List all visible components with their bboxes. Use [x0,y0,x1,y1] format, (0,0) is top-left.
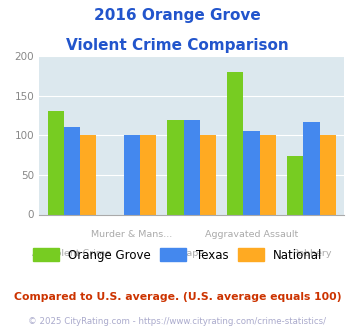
Bar [124,135,140,214]
Bar [227,72,244,215]
Text: All Violent Crime: All Violent Crime [32,249,111,258]
Bar [303,122,320,214]
Bar [287,156,303,214]
Bar [320,135,336,214]
Text: Robbery: Robbery [292,249,331,258]
Legend: Orange Grove, Texas, National: Orange Grove, Texas, National [28,244,327,266]
Text: Violent Crime Comparison: Violent Crime Comparison [66,38,289,53]
Bar [184,120,200,214]
Text: Compared to U.S. average. (U.S. average equals 100): Compared to U.S. average. (U.S. average … [14,292,341,302]
Bar [168,120,184,214]
Text: Rape: Rape [180,249,204,258]
Bar [140,135,156,214]
Text: Murder & Mans...: Murder & Mans... [91,230,173,239]
Text: 2016 Orange Grove: 2016 Orange Grove [94,8,261,23]
Text: © 2025 CityRating.com - https://www.cityrating.com/crime-statistics/: © 2025 CityRating.com - https://www.city… [28,317,327,326]
Bar [80,135,96,214]
Text: Aggravated Assault: Aggravated Assault [205,230,298,239]
Bar [48,111,64,214]
Bar [200,135,216,214]
Bar [244,131,260,214]
Bar [64,127,80,214]
Bar [260,135,276,214]
